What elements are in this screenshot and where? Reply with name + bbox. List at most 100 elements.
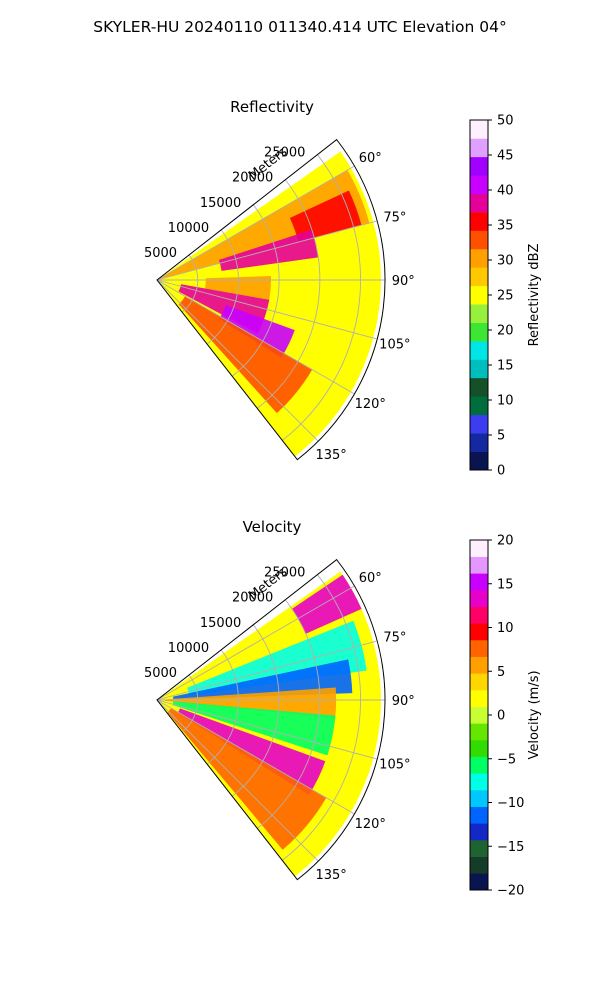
colorbar-tick-label: 50 xyxy=(497,114,514,129)
field-patch-1 xyxy=(157,170,370,280)
field-patch-3 xyxy=(165,687,337,719)
azimuth-tick-label: 135° xyxy=(315,448,346,463)
colorbar-segment-7 xyxy=(470,322,488,342)
range-tick-label: 15000 xyxy=(200,196,241,211)
field-patch-2 xyxy=(172,659,353,700)
colorbar-label: Velocity (m/s) xyxy=(527,670,542,759)
range-ring-1 xyxy=(206,649,239,765)
colorbar-segment-5 xyxy=(470,359,488,379)
range-ring-2 xyxy=(231,204,280,377)
colorbar-tick-label: −10 xyxy=(497,796,524,811)
colorbar-segment-12 xyxy=(470,673,488,691)
azimuth-tick-label: 60° xyxy=(359,571,382,586)
azimuth-tick-label: 75° xyxy=(383,630,406,645)
range-ring-4 xyxy=(282,574,361,861)
colorbar-segment-9 xyxy=(470,285,488,305)
colorbar-tick-label: 45 xyxy=(497,149,514,164)
field-patch-6 xyxy=(219,305,295,358)
range-tick-label: 25000 xyxy=(264,146,305,161)
axes-frame xyxy=(156,558,386,881)
azimuth-spoke-3 xyxy=(156,279,378,340)
azimuth-tick-label: 105° xyxy=(379,758,410,773)
colorbar-segment-13 xyxy=(470,212,488,231)
colorbar-tick-label: 10 xyxy=(497,621,514,636)
polar-grid xyxy=(156,154,385,442)
colorbar-segment-5 xyxy=(470,790,488,807)
colorbar: 0 5 10 15 20 25 30 35 40 45 50 Reflectivity dBZ xyxy=(469,114,542,479)
colorbar-segment-20 xyxy=(470,540,488,557)
colorbar-tick-label: 20 xyxy=(497,324,514,339)
colorbar-segment-4 xyxy=(470,377,488,397)
colorbar-segment-14 xyxy=(470,640,488,657)
colorbar-tick-label: 0 xyxy=(497,709,505,724)
colorbar-tick-label: 30 xyxy=(497,254,514,269)
polar-grid xyxy=(156,574,385,862)
azimuth-spoke-0 xyxy=(156,585,355,701)
colorbar-segment-8 xyxy=(470,740,488,757)
range-ring-3 xyxy=(256,599,321,829)
colorbar-tick-label: −20 xyxy=(497,884,524,899)
colorbar-segment-0 xyxy=(470,451,488,471)
field-patch-6 xyxy=(167,708,327,850)
range-tick-label: 15000 xyxy=(200,616,241,631)
azimuth-spoke-1 xyxy=(156,640,378,701)
azimuth-tick-label: 75° xyxy=(383,210,406,225)
radar-panels: Reflectivity500010000150002000025000Mete… xyxy=(144,98,542,899)
range-tick-label: 5000 xyxy=(144,246,177,261)
panel-reflectivity: Reflectivity500010000150002000025000Mete… xyxy=(144,98,542,479)
range-ring-0 xyxy=(181,254,199,313)
azimuth-tick-label: 105° xyxy=(379,338,410,353)
colorbar-segment-6 xyxy=(470,773,488,791)
colorbar-segment-1 xyxy=(470,433,488,452)
colorbar-tick-label: 15 xyxy=(497,577,514,592)
field-patch-2 xyxy=(289,190,362,243)
colorbar-segment-3 xyxy=(470,823,488,841)
colorbar-segment-7 xyxy=(470,756,488,774)
colorbar-tick-label: 35 xyxy=(497,219,514,234)
colorbar-segment-4 xyxy=(470,806,488,824)
azimuth-spoke-3 xyxy=(156,699,378,760)
colorbar-segment-14 xyxy=(470,193,488,213)
colorbar-segment-19 xyxy=(470,556,488,574)
range-tick-label: 20000 xyxy=(232,171,273,186)
azimuth-spoke-1 xyxy=(156,220,378,281)
range-tick-label: 10000 xyxy=(168,641,209,656)
colorbar-tick-label: 40 xyxy=(497,184,514,199)
azimuth-tick-label: 60° xyxy=(359,151,382,166)
colorbar-segment-12 xyxy=(470,230,488,250)
azimuth-tick-label: 120° xyxy=(355,397,386,412)
colorbar-tick-label: 10 xyxy=(497,394,514,409)
colorbar-segment-8 xyxy=(470,304,488,323)
range-tick-label: 5000 xyxy=(144,666,177,681)
colorbar-tick-label: 5 xyxy=(497,429,505,444)
colorbar-tick-label: −15 xyxy=(497,840,524,855)
colorbar-segment-10 xyxy=(470,267,488,287)
colorbar-segment-2 xyxy=(470,840,488,857)
field-patch-7 xyxy=(178,296,313,414)
colorbar-tick-label: 20 xyxy=(497,534,514,549)
colorbar-tick-label: 25 xyxy=(497,289,514,304)
azimuth-tick-label: 90° xyxy=(392,694,415,709)
colorbar-tick-label: −5 xyxy=(497,752,516,767)
azimuth-spoke-0 xyxy=(156,165,355,281)
colorbar-segment-11 xyxy=(470,690,488,707)
azimuth-spoke-5 xyxy=(156,279,319,442)
colorbar-tick-label: 0 xyxy=(497,464,505,479)
azimuth-spoke-4 xyxy=(156,699,355,815)
chart-title: Reflectivity xyxy=(230,98,314,116)
colorbar-segment-16 xyxy=(470,606,488,624)
range-ring-0 xyxy=(181,674,199,733)
colorbar-segment-3 xyxy=(470,396,488,416)
colorbar-segment-15 xyxy=(470,623,488,641)
range-ring-1 xyxy=(206,229,239,345)
colorbar-segment-13 xyxy=(470,656,488,674)
data-field xyxy=(157,571,381,877)
colorbar-segment-15 xyxy=(470,175,488,194)
range-ring-4 xyxy=(282,154,361,441)
colorbar-segment-0 xyxy=(470,873,488,891)
colorbar-segment-6 xyxy=(470,341,488,360)
colorbar-segment-17 xyxy=(470,138,488,158)
colorbar-segment-18 xyxy=(470,120,488,139)
